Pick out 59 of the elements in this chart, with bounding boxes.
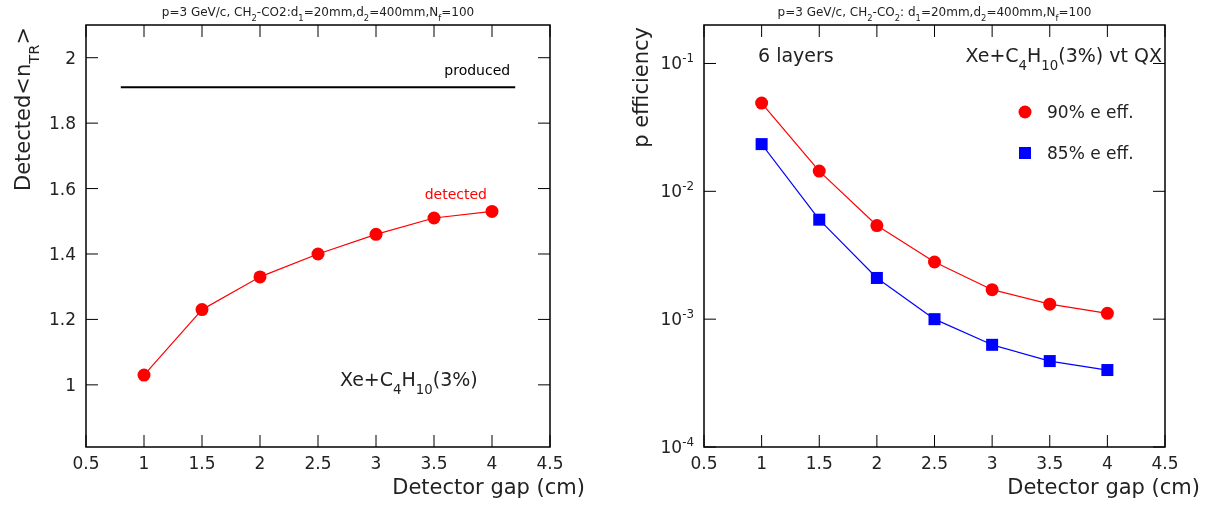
point	[755, 96, 769, 110]
point	[813, 213, 826, 226]
x-tick-label: 2.5	[920, 453, 949, 473]
x-tick-label: 3	[370, 453, 382, 473]
x-tick-label: 2	[254, 453, 266, 473]
x-tick-label: 0.5	[72, 453, 100, 473]
chart-title: p=3 GeV/c, CH$_{2}$-CO$_{2}$: d$_{1}$=20mm,d$_{2}$=400mm,N$_{f}$=100	[777, 5, 1092, 23]
x-tick-label: 2.5	[304, 453, 332, 473]
x-tick-label: 4	[1101, 453, 1113, 473]
x-axis-title: Detector gap (cm)	[1007, 475, 1200, 499]
y-tick-label: 1.4	[48, 243, 76, 264]
y-tick-label: 1.8	[48, 113, 76, 134]
y-tick-label: 1	[65, 374, 76, 395]
y-tick-label: 10$^{-2}$	[660, 179, 694, 202]
point	[1101, 364, 1114, 377]
series-label: produced	[444, 62, 511, 79]
point	[870, 271, 883, 284]
y-tick-label: 10$^{-3}$	[660, 307, 694, 330]
x-tick-label: 1	[756, 453, 768, 473]
x-tick-label: 2	[871, 453, 883, 473]
y-tick-label: 1.2	[48, 309, 76, 330]
y-tick-label: 10$^{-1}$	[660, 51, 694, 74]
point	[870, 219, 884, 233]
x-tick-label: 1.5	[188, 453, 216, 473]
x-tick-label: 1	[138, 453, 150, 473]
point	[812, 164, 826, 178]
point	[1100, 306, 1114, 320]
y-axis-title: p efficiency	[629, 27, 653, 148]
point	[427, 211, 441, 225]
legend-label: 90% e eff.	[1047, 102, 1134, 122]
point	[369, 227, 383, 241]
x-tick-label: 3.5	[420, 453, 448, 473]
legend-label: 85% e eff.	[1047, 143, 1134, 163]
point	[986, 338, 999, 351]
y-tick-label: 1.6	[48, 178, 76, 199]
x-tick-label: 3	[986, 453, 998, 473]
annotation: Xe+C$_{4}$H$_{10}$(3%)	[340, 368, 478, 397]
point	[253, 270, 267, 284]
point	[985, 283, 999, 297]
point	[1043, 297, 1057, 311]
point	[195, 303, 209, 317]
point	[485, 204, 499, 218]
point	[755, 138, 768, 151]
series-label: detected	[424, 186, 487, 203]
point	[928, 313, 941, 326]
point	[311, 247, 325, 261]
annotation: Xe+C$_{4}$H$_{10}$(3%) vt QX	[965, 44, 1162, 73]
x-axis-title: Detector gap (cm)	[392, 475, 585, 499]
x-tick-label: 4	[486, 453, 498, 473]
point	[928, 255, 941, 269]
point	[1043, 355, 1056, 368]
x-tick-label: 3.5	[1036, 453, 1064, 473]
annotation: 6 layers	[758, 44, 834, 66]
x-tick-label: 4.5	[536, 453, 564, 473]
x-tick-label: 4.5	[1151, 453, 1179, 473]
x-tick-label: 1.5	[805, 453, 833, 473]
y-tick-label: 2	[65, 47, 76, 68]
point	[137, 368, 151, 382]
chart-title: p=3 GeV/c, CH$_{2}$-CO2:d$_{1}$=20mm,d$_{2}$=400mm,N$_{f}$=100	[161, 5, 475, 23]
